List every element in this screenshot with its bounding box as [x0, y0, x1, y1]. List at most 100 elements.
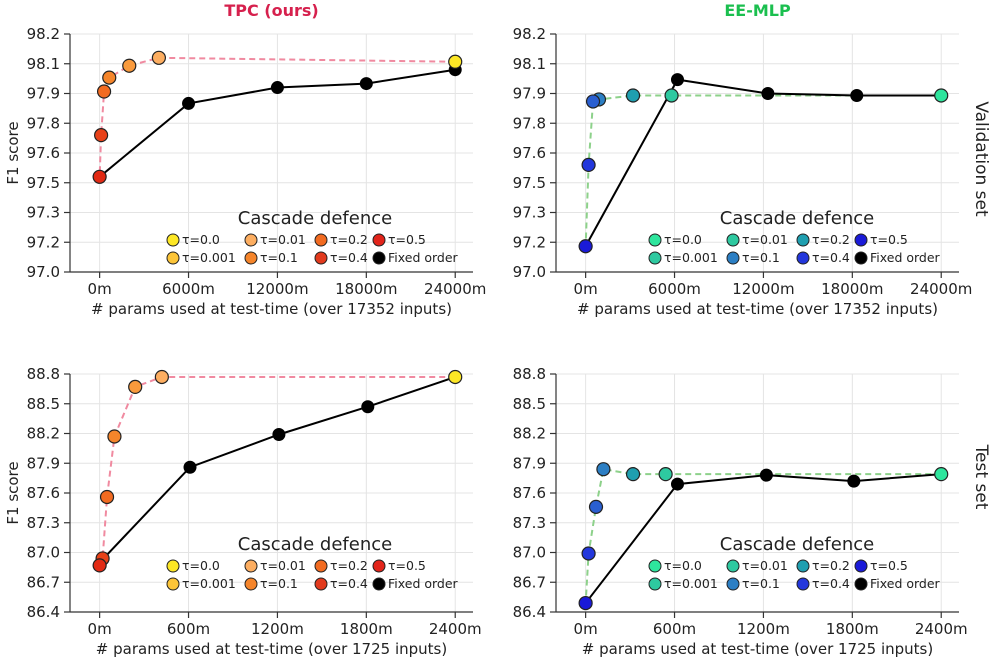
- y-tick-label: 87.9: [513, 454, 546, 472]
- x-tick-label: 1800m: [340, 620, 393, 638]
- legend-label: τ=0.1: [742, 576, 780, 591]
- y-tick-label: 88.2: [513, 425, 546, 443]
- legend-label: τ=0.01: [742, 232, 788, 247]
- legend-label: τ=0.0: [664, 558, 702, 573]
- legend-label: Fixed order: [870, 576, 941, 591]
- fixed-order-point: [761, 87, 775, 100]
- cascade-point: [581, 546, 596, 561]
- y-tick-label: 86.7: [27, 573, 60, 591]
- legend-marker: [648, 559, 662, 573]
- legend-marker: [244, 251, 258, 265]
- legend-marker: [854, 233, 868, 247]
- chart-panel-2: 86.4 86.7 87.0 87.3 87.6 87.9 88.2 88.5 88.8 0m 60…: [4, 365, 482, 658]
- legend-label: τ=0.2: [330, 232, 368, 247]
- y-tick-label: 87.6: [513, 484, 546, 502]
- cascade-point: [578, 239, 593, 254]
- cascade-point: [96, 84, 112, 99]
- legend: Cascade defence τ=0.0 τ=0.01 τ=0.2 τ=0.5 τ=0.…: [648, 208, 941, 265]
- legend-marker: [372, 577, 386, 591]
- x-tick-label: 1200m: [737, 620, 790, 638]
- legend-marker: [314, 233, 328, 247]
- y-tick-label: 97.5: [513, 174, 546, 192]
- cascade-point: [596, 462, 611, 477]
- fixed-order-point: [850, 88, 864, 102]
- y-tick-label: 87.0: [27, 544, 60, 562]
- chart-title: TPC (ours): [224, 1, 318, 20]
- x-tick-label: 0m: [574, 280, 598, 298]
- legend-marker: [796, 577, 810, 591]
- legend-marker: [314, 577, 328, 591]
- legend-label: τ=0.4: [330, 576, 368, 591]
- legend-marker: [166, 577, 180, 591]
- fixed-order-point: [359, 77, 373, 91]
- cascade-point: [107, 429, 122, 444]
- y-tick-label: 97.8: [513, 114, 546, 132]
- x-tick-label: 24000m: [910, 280, 972, 298]
- legend-marker: [314, 559, 328, 573]
- legend-marker: [648, 251, 662, 265]
- legend-marker: [854, 577, 868, 591]
- legend-marker: [372, 233, 386, 247]
- y-tick-label: 97.0: [513, 263, 546, 281]
- legend-label: τ=0.1: [742, 250, 780, 265]
- legend-label: τ=0.001: [664, 250, 718, 265]
- legend-label: τ=0.1: [260, 576, 298, 591]
- legend-label: τ=0.5: [870, 232, 908, 247]
- x-tick-label: 18000m: [335, 280, 397, 298]
- legend-label: τ=0.5: [870, 558, 908, 573]
- x-tick-label: 600m: [167, 620, 210, 638]
- legend-label: τ=0.0: [664, 232, 702, 247]
- chart-panel-3: 86.4 86.7 87.0 87.3 87.6 87.9 88.2 88.5 88.8 0m 60…: [513, 365, 968, 658]
- legend-label: Fixed order: [870, 250, 941, 265]
- y-tick-label: 98.2: [513, 25, 546, 43]
- fixed-order-point: [272, 427, 286, 441]
- cascade-point: [578, 595, 593, 611]
- cascade-point: [588, 499, 604, 514]
- legend-label: τ=0.001: [664, 576, 718, 591]
- y-tick-label: 98.1: [27, 55, 60, 73]
- cascade-point: [934, 467, 949, 482]
- x-tick-label: 6000m: [162, 280, 215, 298]
- legend-marker: [648, 233, 662, 247]
- cascade-point: [448, 54, 463, 69]
- cascade-point: [94, 128, 109, 143]
- chart-panel-0: 97.0 97.2 97.3 97.5 97.6 97.8 97.9 98.1 98.2 0m 60…: [4, 1, 486, 318]
- legend-marker: [726, 251, 740, 265]
- y-tick-label: 97.5: [27, 174, 60, 192]
- x-tick-label: 600m: [653, 620, 696, 638]
- cascade-point: [92, 558, 107, 573]
- y-tick-label: 97.3: [27, 204, 60, 222]
- y-tick-label: 86.7: [513, 573, 546, 591]
- fixed-order-point: [670, 73, 684, 87]
- cascade-point: [581, 157, 596, 172]
- cascade-point: [151, 50, 166, 65]
- y-tick-label: 88.5: [513, 395, 546, 413]
- legend-title: Cascade defence: [238, 534, 392, 555]
- legend-marker: [648, 577, 662, 591]
- legend-label: τ=0.01: [742, 558, 788, 573]
- x-axis-label: # params used at test-time (over 1725 in…: [96, 640, 447, 658]
- legend-label: τ=0.2: [812, 232, 850, 247]
- cascade-point: [625, 467, 641, 482]
- x-tick-label: 0m: [88, 620, 112, 638]
- legend-label: Fixed order: [388, 250, 459, 265]
- y-tick-label: 87.3: [27, 514, 60, 532]
- x-tick-label: 12000m: [732, 280, 794, 298]
- y-tick-label: 97.2: [513, 233, 546, 251]
- legend-label: τ=0.2: [330, 558, 368, 573]
- legend: Cascade defence τ=0.0 τ=0.01 τ=0.2 τ=0.5 τ=0.…: [166, 208, 459, 265]
- x-tick-label: 18000m: [821, 280, 883, 298]
- x-tick-label: 0m: [574, 620, 598, 638]
- y-tick-label: 87.9: [27, 454, 60, 472]
- fixed-order-point: [670, 477, 684, 491]
- legend-marker: [372, 251, 386, 265]
- legend-marker: [796, 251, 810, 265]
- fixed-order-point: [270, 81, 284, 95]
- row-label-validation: Validation set: [971, 101, 990, 217]
- x-tick-label: 0m: [88, 280, 112, 298]
- cascade-point: [934, 88, 949, 103]
- cascade-point: [625, 88, 641, 103]
- legend-label: τ=0.4: [812, 250, 850, 265]
- chart-panel-1: 97.0 97.2 97.3 97.5 97.6 97.8 97.9 98.1 98.2 0m 60…: [513, 1, 973, 318]
